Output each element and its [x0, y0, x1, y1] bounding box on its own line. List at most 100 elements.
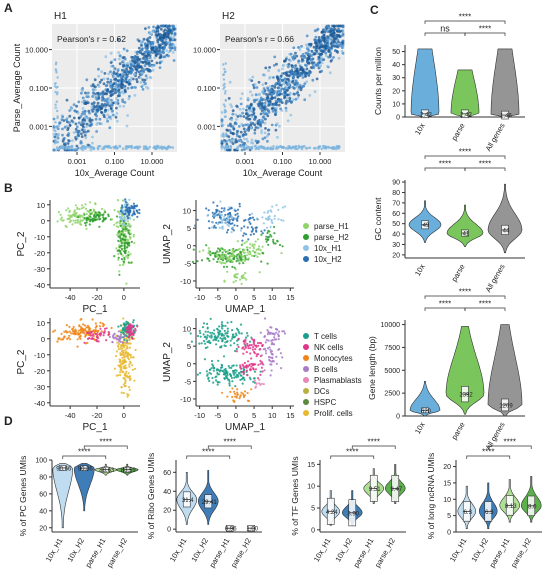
data-point: [250, 93, 254, 97]
data-point: [324, 147, 328, 150]
x-tick-label: parse_H2: [229, 537, 253, 570]
data-point: [272, 102, 276, 106]
embedding-point: [88, 223, 91, 226]
data-point: [100, 111, 104, 115]
data-point: [100, 78, 103, 82]
data-point: [248, 78, 252, 81]
embedding-point: [226, 231, 229, 234]
embedding-point: [255, 353, 259, 356]
data-point: [284, 109, 288, 113]
data-point: [84, 91, 87, 95]
embedding-point: [233, 335, 236, 338]
embedding-point: [128, 365, 131, 368]
data-point: [68, 121, 71, 124]
embedding-point: [262, 363, 265, 366]
data-point: [116, 38, 120, 42]
embedding-point: [96, 218, 99, 221]
data-point: [125, 80, 128, 84]
significance-bracket: [464, 307, 506, 311]
data-point: [89, 148, 93, 152]
embedding-point: [117, 211, 120, 214]
y-tick-label: 0.100: [29, 84, 48, 93]
embedding-point: [207, 220, 210, 223]
embedding-point: [223, 377, 226, 380]
embedding-point: [91, 318, 94, 321]
embedding-point: [243, 342, 246, 345]
data-point: [108, 115, 111, 119]
data-point: [228, 80, 232, 84]
data-point: [81, 118, 85, 122]
y-tick-label: 5: [187, 224, 191, 233]
data-point: [262, 98, 265, 101]
x-tick-label: 5: [252, 293, 256, 302]
embedding-point: [240, 391, 243, 394]
embedding-point: [210, 336, 213, 339]
embedding-point: [209, 253, 212, 257]
embedding-point: [72, 219, 75, 222]
x-tick-label: -10: [194, 411, 205, 420]
y-tick-label: 20: [443, 464, 451, 471]
embedding-point: [240, 332, 243, 335]
embedding-point: [67, 336, 70, 339]
embedding-point: [56, 340, 59, 343]
data-point: [167, 41, 171, 44]
data-point: [122, 91, 125, 95]
x-tick-label: 0.100: [273, 157, 292, 166]
embedding-point: [266, 329, 269, 332]
data-point: [131, 68, 135, 72]
embedding-point: [117, 239, 120, 242]
data-point: [289, 59, 292, 63]
embedding-point: [65, 209, 68, 212]
embedding-point: [121, 238, 124, 241]
embedding-point: [125, 255, 128, 258]
data-point: [117, 51, 121, 54]
data-point: [292, 146, 295, 149]
data-point: [75, 104, 78, 108]
panel-title: H2: [222, 11, 235, 22]
embedding-point: [270, 326, 273, 329]
data-point: [317, 147, 320, 150]
y-tick-label: -10: [34, 233, 45, 242]
data-point: [62, 146, 65, 150]
data-point: [294, 64, 297, 67]
median-label: 620: [421, 409, 432, 415]
embedding-point: [218, 369, 221, 372]
data-point: [317, 55, 321, 59]
embedding-point: [79, 220, 82, 223]
embedding-point: [112, 336, 115, 339]
data-point: [284, 57, 288, 61]
data-point: [118, 92, 121, 95]
embedding-point: [270, 369, 273, 372]
embedding-point: [265, 240, 268, 243]
data-point: [109, 70, 112, 74]
data-point: [137, 62, 141, 66]
embedding-point: [114, 336, 117, 339]
data-point: [315, 46, 318, 49]
embedding-point: [71, 329, 74, 333]
y-tick-label: 50: [392, 221, 400, 228]
data-point: [65, 146, 68, 149]
data-point: [171, 51, 175, 54]
data-point: [327, 55, 330, 59]
data-point: [65, 98, 69, 102]
embedding-point: [84, 224, 87, 227]
data-point: [74, 147, 77, 151]
embedding-point: [242, 352, 245, 355]
data-point: [106, 89, 110, 92]
x-tick-label: parse: [450, 122, 467, 143]
embedding-point: [220, 253, 223, 256]
embedding-point: [125, 370, 128, 373]
embedding-point: [125, 341, 129, 344]
data-point: [76, 133, 80, 137]
data-point: [287, 86, 291, 90]
x-tick-label: 5: [252, 411, 256, 420]
data-point: [133, 146, 136, 149]
embedding-point: [212, 226, 215, 229]
data-point: [264, 82, 268, 85]
embedding-point: [239, 323, 243, 326]
y-tick-label: 0: [167, 527, 171, 534]
data-point: [105, 92, 109, 96]
embedding-point: [102, 325, 105, 328]
data-point: [84, 101, 88, 105]
